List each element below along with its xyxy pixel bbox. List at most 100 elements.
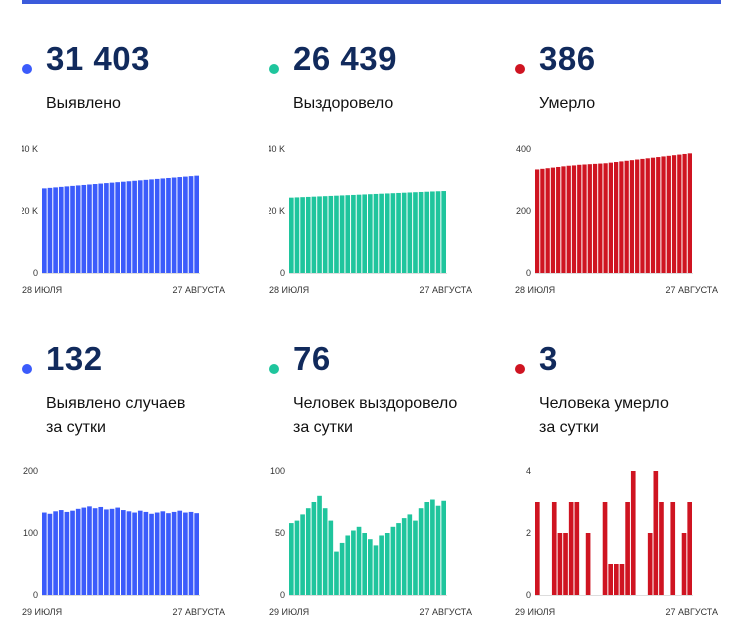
bar <box>356 526 362 595</box>
bar <box>47 187 53 273</box>
identified-total-chart: 0 20 K 40 K 28 ИЮЛЯ 27 АВГУСТА <box>22 144 225 295</box>
bar <box>441 191 446 273</box>
x-start-label: 28 ИЮЛЯ <box>22 285 62 295</box>
identified-daily-label: Выявлено случаев за сутки <box>46 395 186 436</box>
bar <box>687 153 692 273</box>
bar <box>339 542 345 595</box>
y-tick-label: 50 <box>275 528 285 538</box>
bar <box>401 192 407 273</box>
bar <box>132 512 137 595</box>
bar <box>183 176 188 273</box>
deaths-total-chart: 0 200 400 28 ИЮЛЯ 27 АВГУСТА <box>515 144 718 295</box>
recovered-total-label: Выздоровело <box>293 95 394 112</box>
bar <box>608 162 613 273</box>
bar <box>87 184 92 273</box>
bar <box>407 192 413 273</box>
x-end-label: 27 АВГУСТА <box>419 285 472 295</box>
bar <box>585 533 591 595</box>
bar <box>42 188 47 273</box>
bar <box>166 177 171 273</box>
bar <box>441 500 446 595</box>
bar <box>396 523 401 595</box>
bar <box>614 162 619 273</box>
bar <box>587 164 592 273</box>
bar <box>602 502 608 595</box>
bar <box>653 471 659 595</box>
bar <box>98 183 104 273</box>
bar <box>154 178 160 273</box>
bar <box>98 506 104 595</box>
bar <box>322 508 328 595</box>
bar <box>574 502 580 595</box>
bar <box>670 502 676 595</box>
bar <box>311 502 317 595</box>
bar <box>351 530 356 595</box>
bar <box>92 508 98 595</box>
bar <box>70 185 75 273</box>
bar <box>577 164 582 273</box>
bar <box>328 195 334 273</box>
bar <box>645 158 650 273</box>
bar <box>551 502 557 595</box>
bar <box>183 512 188 595</box>
identified-daily-chart: 0 100 200 29 ИЮЛЯ 27 АВГУСТА <box>22 466 225 617</box>
bar <box>58 186 64 273</box>
bar <box>194 175 199 273</box>
bar <box>64 511 70 595</box>
bar <box>430 499 435 595</box>
bar <box>126 181 132 273</box>
bar <box>75 508 81 595</box>
bar <box>143 179 149 273</box>
bar <box>64 186 70 273</box>
bar <box>687 502 692 595</box>
bar <box>70 510 75 595</box>
bar <box>87 506 92 595</box>
bar <box>682 153 687 273</box>
bar <box>188 176 194 273</box>
recovered-daily-value: 76 <box>293 340 331 377</box>
bar <box>104 183 109 273</box>
y-tick-label: 200 <box>516 206 531 216</box>
bar <box>42 512 47 595</box>
bar <box>373 193 379 273</box>
deaths-daily-label: Человека умерло за сутки <box>539 395 669 436</box>
panel-recovered-total: 26 439 Выздоровело 0 20 K 40 K 28 ИЮЛЯ 27 АВ… <box>269 40 499 340</box>
green-dot-marker <box>269 64 279 74</box>
bar <box>681 533 687 595</box>
bar <box>154 512 160 595</box>
bar <box>373 545 379 595</box>
bar <box>630 471 636 595</box>
bar <box>368 539 373 595</box>
bar <box>177 510 183 595</box>
bar <box>561 166 566 273</box>
y-tick-label: 100 <box>270 466 285 476</box>
bar <box>334 551 339 595</box>
y-tick-label: 20 K <box>269 206 285 216</box>
bar <box>339 195 345 273</box>
bar <box>390 526 396 595</box>
identified-total-value: 31 403 <box>46 40 150 77</box>
bar <box>58 510 64 595</box>
y-tick-label: 2 <box>526 528 531 538</box>
panel-identified-total: 31 403 Выявлено 0 20 K 40 K 28 ИЮЛЯ 27 АВГУС… <box>22 40 252 340</box>
bar <box>545 168 550 273</box>
bar <box>109 508 115 595</box>
panel-deaths-total: 386 Умерло 0 200 400 28 ИЮЛЯ 27 АВГУСТА <box>515 40 745 340</box>
y-tick-label: 40 K <box>22 144 38 154</box>
bar <box>640 158 645 273</box>
panel-identified-daily: 132 Выявлено случаев за сутки 0 100 200 29 И… <box>22 340 252 640</box>
x-start-label: 28 ИЮЛЯ <box>269 285 309 295</box>
deaths-total-value: 386 <box>539 40 596 77</box>
bar <box>104 509 109 595</box>
y-tick-label: 200 <box>23 466 38 476</box>
bar <box>619 161 624 273</box>
deaths-daily-chart: 0 2 4 29 ИЮЛЯ 27 АВГУСТА <box>515 466 718 617</box>
bar <box>625 502 630 595</box>
bar <box>424 191 430 273</box>
bar <box>413 192 418 273</box>
bar <box>345 195 351 273</box>
bar <box>629 160 635 273</box>
blue-dot-marker <box>22 64 32 74</box>
bar <box>294 520 300 595</box>
bar <box>137 510 143 595</box>
